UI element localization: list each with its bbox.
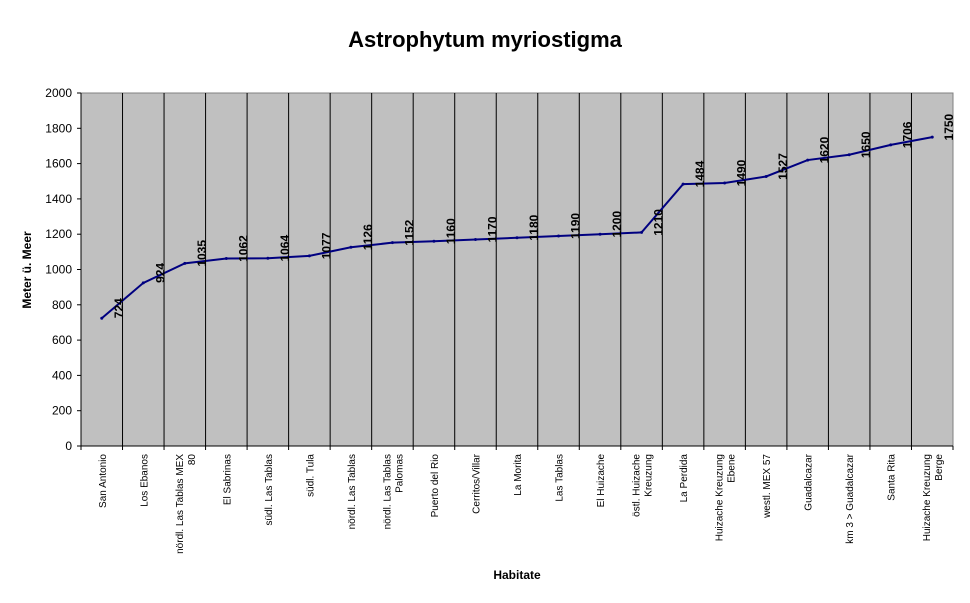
x-tick-label: Las Tablas (555, 454, 566, 502)
x-tick-label: nördl. Las Tablas (347, 454, 358, 529)
data-point (515, 236, 519, 240)
data-label: 1750 (942, 113, 956, 140)
x-tick-label: Los Ebanos (139, 454, 150, 507)
x-tick-label: Guadalcazar (804, 453, 815, 510)
data-label: 724 (112, 298, 126, 318)
x-tick-label: km 3 > Guadalcazar (845, 453, 856, 543)
grid-lines (122, 93, 912, 446)
data-point (806, 158, 810, 162)
x-tick-label: Berge (934, 454, 945, 481)
y-tick-label: 200 (52, 404, 72, 418)
data-point (224, 257, 228, 261)
chart-title: Astrophytum myriostigma (348, 27, 623, 52)
data-point (889, 143, 893, 147)
data-point (930, 135, 934, 139)
x-tick-label: La Perdida (679, 454, 690, 503)
data-point (266, 256, 270, 260)
data-label: 1620 (818, 136, 832, 163)
x-tick-label: südl. Tula (305, 454, 316, 497)
y-tick-label: 800 (52, 298, 72, 312)
data-label: 1064 (278, 235, 292, 262)
x-tick-label: Huizache Kreuzung (922, 454, 933, 541)
x-tick-label: Santa Rita (887, 454, 898, 501)
y-tick-label: 1400 (45, 192, 72, 206)
data-point (723, 181, 727, 185)
data-label: 1210 (652, 209, 666, 236)
data-point (141, 281, 145, 285)
x-tick-label: El Sabrinas (222, 454, 233, 505)
data-label: 1062 (236, 235, 250, 262)
data-point (183, 261, 187, 265)
y-tick-label: 2000 (45, 86, 72, 100)
y-tick-label: 1000 (45, 263, 72, 277)
data-point (681, 182, 685, 186)
x-tick-label: San Antonio (98, 454, 109, 508)
y-tick-label: 1800 (45, 121, 72, 135)
data-point (847, 153, 851, 157)
plot-area (80, 92, 954, 447)
data-label: 1484 (693, 160, 707, 187)
x-tick-label: Palomas (394, 454, 405, 493)
data-label: 1190 (569, 213, 583, 239)
data-point (640, 230, 644, 234)
data-label: 1160 (444, 218, 458, 244)
data-point (100, 316, 104, 320)
data-point (349, 245, 353, 249)
x-tick-label: südl. Las Tablas (264, 454, 275, 526)
x-tick-label: Kreuzung (644, 454, 655, 497)
x-axis-ticks: San Antonio Los Ebanos nördl. Las Tablas M… (80, 446, 954, 554)
data-label: 1152 (402, 219, 416, 245)
data-label: 1527 (776, 153, 790, 180)
x-tick-label: nördl. Las Tablas (382, 454, 393, 529)
data-point (432, 239, 436, 243)
x-axis-title: Habitate (493, 568, 541, 582)
x-tick-label: Cerritos/Villar (471, 453, 482, 513)
data-label: 1650 (859, 131, 873, 158)
series (100, 135, 934, 320)
x-tick-label: Huizache Kreuzung (715, 454, 726, 541)
data-labels: 724 924 1035 1062 1064 1077 1126 1152 1160 1170 11… (112, 113, 956, 318)
y-tick-label: 1600 (45, 157, 72, 171)
x-tick-label: La Morita (513, 454, 524, 496)
x-tick-label: 80 (187, 454, 198, 466)
data-label: 1490 (735, 159, 749, 186)
y-tick-label: 0 (65, 439, 72, 453)
data-point (557, 234, 561, 238)
y-axis-title: Meter ü. Meer (20, 231, 34, 309)
data-point (307, 254, 311, 258)
data-label: 1200 (610, 211, 624, 238)
x-tick-label: östl. Huizache (632, 454, 643, 517)
data-point (598, 232, 602, 236)
data-label: 924 (153, 263, 167, 283)
data-label: 1077 (319, 232, 333, 259)
x-tick-label: El Huizache (596, 454, 607, 508)
data-label: 1180 (527, 214, 541, 240)
data-label: 1035 (195, 240, 209, 267)
x-tick-label: nördl. Las Tablas MEX (175, 454, 186, 554)
y-axis-ticks: 0 200 400 600 800 1000 1200 1400 1600 1800 2000 (45, 86, 81, 453)
x-tick-label: westl. MEX 57 (762, 454, 773, 519)
data-label: 1126 (361, 224, 375, 250)
data-point (764, 174, 768, 178)
y-tick-label: 1200 (45, 227, 72, 241)
data-point (473, 237, 477, 241)
data-label: 1170 (485, 216, 499, 242)
data-point (390, 241, 394, 245)
x-tick-label: Puerto del Rio (430, 454, 441, 518)
y-tick-label: 600 (52, 333, 72, 347)
y-tick-label: 400 (52, 368, 72, 382)
x-tick-label: Ebene (727, 454, 738, 483)
data-label: 1706 (901, 121, 915, 148)
